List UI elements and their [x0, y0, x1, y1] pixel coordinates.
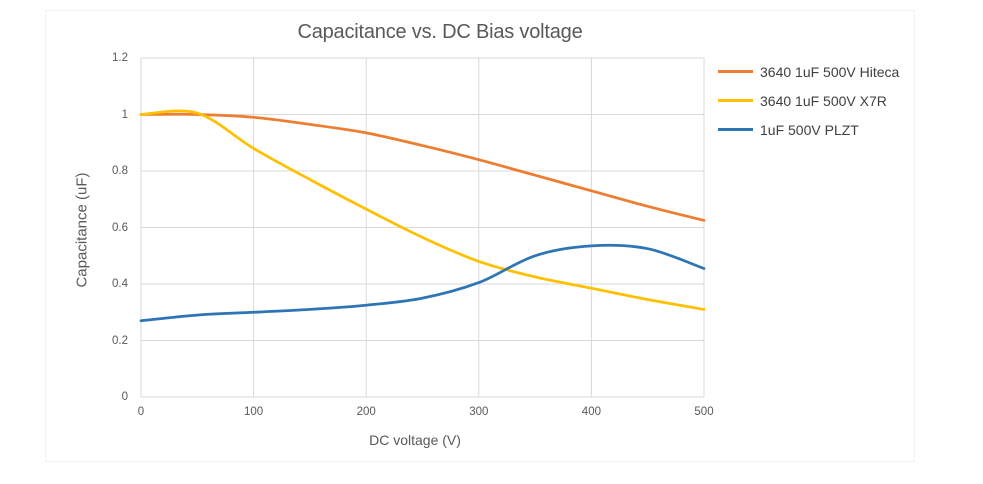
x-tick-label: 0: [137, 406, 145, 418]
y-tick-label: 0.4: [112, 278, 128, 290]
legend-label-1: 3640 1uF 500V X7R: [760, 92, 887, 109]
y-axis-title: Capacitance (uF): [73, 172, 91, 288]
legend-swatch-2: [718, 128, 753, 131]
chart-title: Capacitance vs. DC Bias voltage: [297, 21, 583, 43]
y-tick-label: 0.8: [112, 165, 128, 177]
legend-item-0: 3640 1uF 500V Hiteca: [718, 57, 899, 86]
legend-swatch-0: [718, 70, 753, 73]
y-tick-label: 0.6: [112, 221, 128, 234]
series-line-0: [139, 112, 706, 222]
legend-label-2: 1uF 500V PLZT: [760, 121, 859, 138]
series-line-1: [139, 109, 706, 311]
y-tick-label: 0: [121, 391, 128, 403]
x-tick-label: 300: [469, 406, 489, 418]
plot-border: [140, 57, 705, 398]
legend-label-0: 3640 1uF 500V Hiteca: [760, 63, 900, 80]
y-tick-label: 1.2: [112, 52, 128, 64]
legend-item-2: 1uF 500V PLZT: [718, 115, 899, 144]
x-tick-label: 200: [356, 406, 376, 418]
legend-swatch-1: [718, 99, 753, 102]
legend-item-1: 3640 1uF 500V X7R: [718, 86, 899, 115]
x-axis-title: DC voltage (V): [369, 432, 461, 448]
legend: 3640 1uF 500V Hiteca 3640 1uF 500V X7R 1uF…: [718, 57, 899, 144]
x-tick-label: 100: [244, 406, 264, 418]
y-tick-label: 0.2: [112, 334, 128, 347]
y-tick-label: 1: [121, 108, 128, 121]
chart-image-frame: [45, 10, 915, 462]
x-tick-label: 500: [694, 406, 714, 418]
x-tick-label: 400: [581, 406, 601, 418]
series-line-2: [139, 243, 706, 323]
